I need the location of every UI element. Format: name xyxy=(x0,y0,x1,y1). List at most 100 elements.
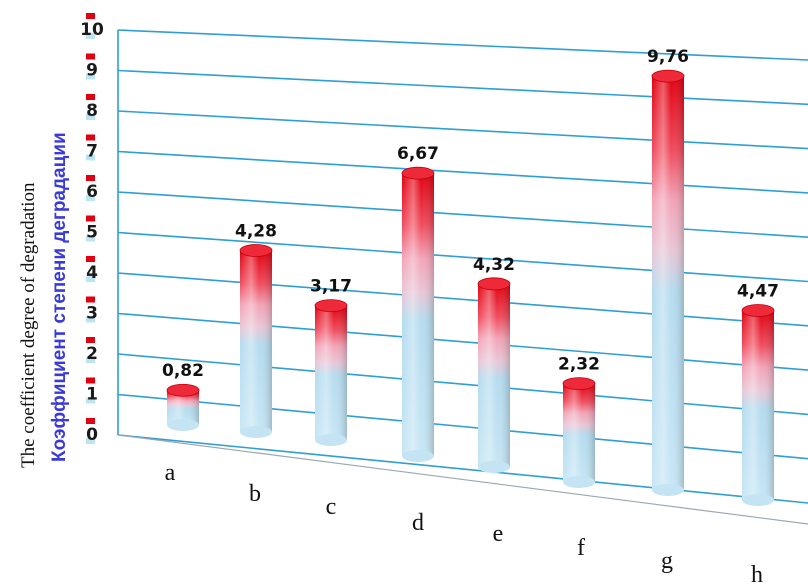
bar-shade xyxy=(315,305,347,440)
gridline xyxy=(117,69,808,106)
ytick-marker-bottom xyxy=(86,397,95,404)
ytick-marker-bottom xyxy=(86,33,95,39)
ytick-marker-top xyxy=(86,296,95,303)
ytick-marker-bottom xyxy=(86,438,95,444)
ytick-marker-bottom xyxy=(86,357,95,363)
data-label: 2,32 xyxy=(558,355,600,375)
ytick-marker-bottom xyxy=(86,235,95,242)
ytick-label: 8 xyxy=(86,101,98,121)
gridline xyxy=(117,312,808,371)
ytick-marker-top xyxy=(86,256,95,262)
ytick-marker-bottom xyxy=(86,154,95,161)
ytick-label: 9 xyxy=(86,61,98,81)
bar-f xyxy=(562,377,596,488)
xtick-label: b xyxy=(249,481,261,507)
xtick-label: f xyxy=(577,535,585,561)
ytick-label: 2 xyxy=(86,344,98,364)
bar-g xyxy=(651,69,685,496)
gridline xyxy=(117,29,808,61)
data-label: 6,67 xyxy=(397,144,439,164)
gridline xyxy=(117,434,808,504)
bar-top-cap xyxy=(166,383,200,397)
bar-shade xyxy=(652,76,684,491)
ytick-marker-bottom xyxy=(86,276,95,282)
bar-bottom-cap xyxy=(742,494,774,506)
ytick-label: 3 xyxy=(86,304,98,324)
bar-shade xyxy=(240,250,272,432)
bar-top-cap xyxy=(741,304,775,317)
data-label: 3,17 xyxy=(310,277,352,297)
ytick-marker-top xyxy=(86,175,95,181)
ytick-label: 5 xyxy=(86,223,98,243)
ytick-marker-top xyxy=(86,94,95,100)
data-label: 4,47 xyxy=(737,281,779,301)
ytick-marker-top xyxy=(86,377,95,384)
gridline xyxy=(117,110,808,150)
bar-a xyxy=(166,383,200,431)
bar-bottom-cap xyxy=(478,461,510,473)
ytick-marker-top xyxy=(86,337,95,343)
bar-shade xyxy=(402,173,434,456)
ytick-label: 6 xyxy=(86,182,98,202)
ytick-label: 0 xyxy=(86,425,98,445)
bar-top-cap xyxy=(239,244,273,257)
ytick-marker-top xyxy=(86,134,95,141)
xtick-label: h xyxy=(751,562,763,586)
bar-d xyxy=(401,166,435,462)
gridline xyxy=(117,393,808,460)
ytick-label: 7 xyxy=(86,142,98,162)
xtick-label: c xyxy=(326,494,337,520)
bar-bottom-cap xyxy=(402,450,434,462)
xtick-label: e xyxy=(493,521,504,547)
ytick-marker-bottom xyxy=(86,114,95,120)
bar-shade xyxy=(478,283,510,467)
y-axis-title-secondary: Коэффициент степени деградации xyxy=(49,132,70,462)
gridline xyxy=(117,191,808,238)
bar-shade xyxy=(563,383,595,482)
bar-bottom-cap xyxy=(315,434,347,446)
ytick-label: 4 xyxy=(86,263,98,283)
data-label: 4,32 xyxy=(473,255,515,275)
bar-top-cap xyxy=(401,166,435,180)
bar-top-cap xyxy=(314,299,348,312)
y-axis-title: The coefficient degree of degradation xyxy=(18,182,39,468)
y-axis-ticks: 0 1 2 3 4 5 6 7 8 9 10 xyxy=(80,13,104,445)
bar-e xyxy=(477,277,511,473)
ytick-label: 10 xyxy=(80,20,104,40)
bar-b xyxy=(239,244,273,438)
ytick-marker-bottom xyxy=(86,195,95,201)
data-label: 0,82 xyxy=(162,361,204,381)
data-label: 9,76 xyxy=(647,47,689,67)
xtick-label: a xyxy=(165,460,176,486)
x-axis-floor xyxy=(117,434,808,525)
x-axis-labels: a b c d e f g h xyxy=(165,460,763,586)
bar-bottom-cap xyxy=(563,476,595,488)
bar-bottom-cap xyxy=(167,419,199,431)
ytick-marker-top xyxy=(86,13,95,19)
data-labels: 0,82 4,28 3,17 6,67 4,32 2,32 9,76 4,47 xyxy=(162,47,779,381)
gridline xyxy=(117,353,808,416)
xtick-label: d xyxy=(412,510,424,536)
ytick-marker-top xyxy=(86,215,95,222)
bar-top-cap xyxy=(477,277,511,291)
gridline xyxy=(117,150,808,194)
gridline xyxy=(117,231,808,283)
data-label: 4,28 xyxy=(235,222,277,242)
ytick-marker-top xyxy=(86,418,95,424)
bar-h xyxy=(741,304,775,506)
bar-bottom-cap xyxy=(240,426,272,438)
bar-bottom-cap xyxy=(652,484,684,496)
ytick-marker-bottom xyxy=(86,73,95,80)
y-axis-titles: The coefficient degree of degradation Ко… xyxy=(18,132,70,468)
ytick-marker-bottom xyxy=(86,316,95,323)
bar-top-cap xyxy=(651,69,685,83)
bar-shade xyxy=(742,310,774,500)
xtick-label: g xyxy=(661,548,673,574)
bars xyxy=(166,69,775,506)
ytick-label: 1 xyxy=(86,385,98,405)
bar-c xyxy=(314,299,348,446)
bar-top-cap xyxy=(562,377,596,391)
gridline xyxy=(117,272,808,327)
